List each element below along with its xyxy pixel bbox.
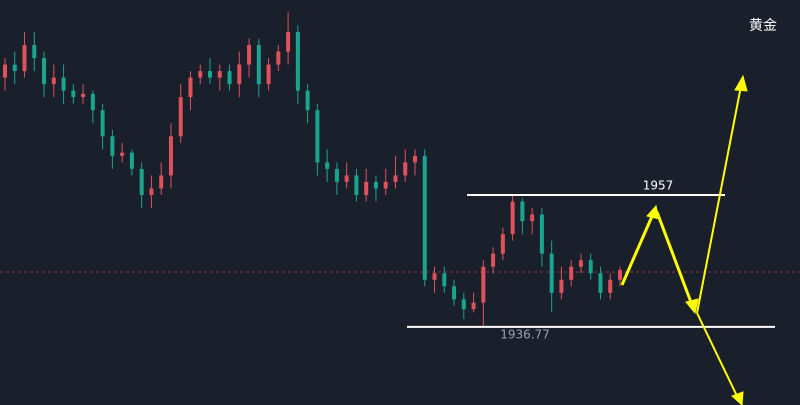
candle-body [569, 266, 574, 280]
candle-body [598, 273, 603, 293]
candle-body [159, 175, 164, 189]
candle-body [608, 279, 613, 293]
candle-body [149, 188, 154, 195]
candle-body [432, 273, 437, 280]
candle-body [354, 175, 359, 195]
chart-title: 黄金 [749, 17, 777, 34]
level-label: 1936.77 [500, 327, 550, 341]
candle-body [110, 136, 115, 156]
candle-body [315, 110, 320, 163]
candle-body [549, 253, 554, 293]
candle-body [481, 266, 486, 303]
candle-body [286, 31, 291, 52]
candle-body [578, 260, 583, 267]
candle-body [129, 152, 134, 169]
arrow-head [731, 391, 744, 405]
candle-body [295, 31, 300, 91]
candle-body [403, 162, 408, 176]
candle-body [168, 136, 173, 176]
level-label: 1957 [643, 179, 674, 193]
candle-body [539, 214, 544, 254]
arrow [696, 312, 738, 397]
candle-body [178, 97, 183, 137]
candle-body [51, 77, 56, 85]
candle-body [334, 168, 339, 182]
candle-body [139, 168, 144, 195]
candle-body [393, 175, 398, 182]
candle-body [217, 71, 222, 78]
candle-body [442, 273, 447, 287]
candle-body [71, 90, 76, 98]
candle-body [32, 45, 37, 59]
candle-body [461, 299, 466, 310]
candle-body [373, 181, 378, 189]
candle-body [422, 155, 427, 280]
arrow [655, 211, 694, 306]
candle-body [61, 77, 66, 91]
candle-body [520, 201, 525, 222]
candle-body [237, 64, 242, 85]
candle-body [22, 45, 27, 72]
candle-body [42, 58, 47, 85]
candle-body [120, 152, 125, 156]
arrow-head [734, 74, 748, 92]
candle-body [90, 93, 95, 111]
candle-body [266, 64, 271, 85]
candle-body [510, 201, 515, 235]
candle-body [247, 45, 252, 65]
candle-body [12, 64, 17, 72]
candle-body [276, 51, 281, 65]
candle-body [256, 45, 261, 85]
candle-body [227, 71, 232, 85]
candle-body [500, 234, 505, 254]
candle-body [364, 181, 369, 195]
candle-body [471, 302, 476, 310]
candle-body [188, 77, 193, 98]
candle-body [383, 181, 388, 189]
candle-body [559, 279, 564, 293]
arrows [620, 74, 748, 405]
arrow [696, 85, 742, 314]
arrow [620, 213, 655, 286]
candle-body [325, 162, 330, 169]
candle-body [413, 155, 417, 163]
candle-body [618, 270, 622, 280]
arrow-head [685, 298, 699, 315]
candle-body [208, 71, 212, 78]
candle-body [305, 90, 310, 111]
candle-body [452, 286, 457, 300]
candle-body [198, 71, 203, 78]
candle-body [3, 64, 7, 78]
candle-body [588, 260, 593, 274]
candle-body [491, 253, 496, 267]
candle-body [81, 93, 86, 98]
candle-body [530, 214, 535, 222]
candle-body [344, 175, 349, 182]
candle-body [100, 110, 105, 137]
